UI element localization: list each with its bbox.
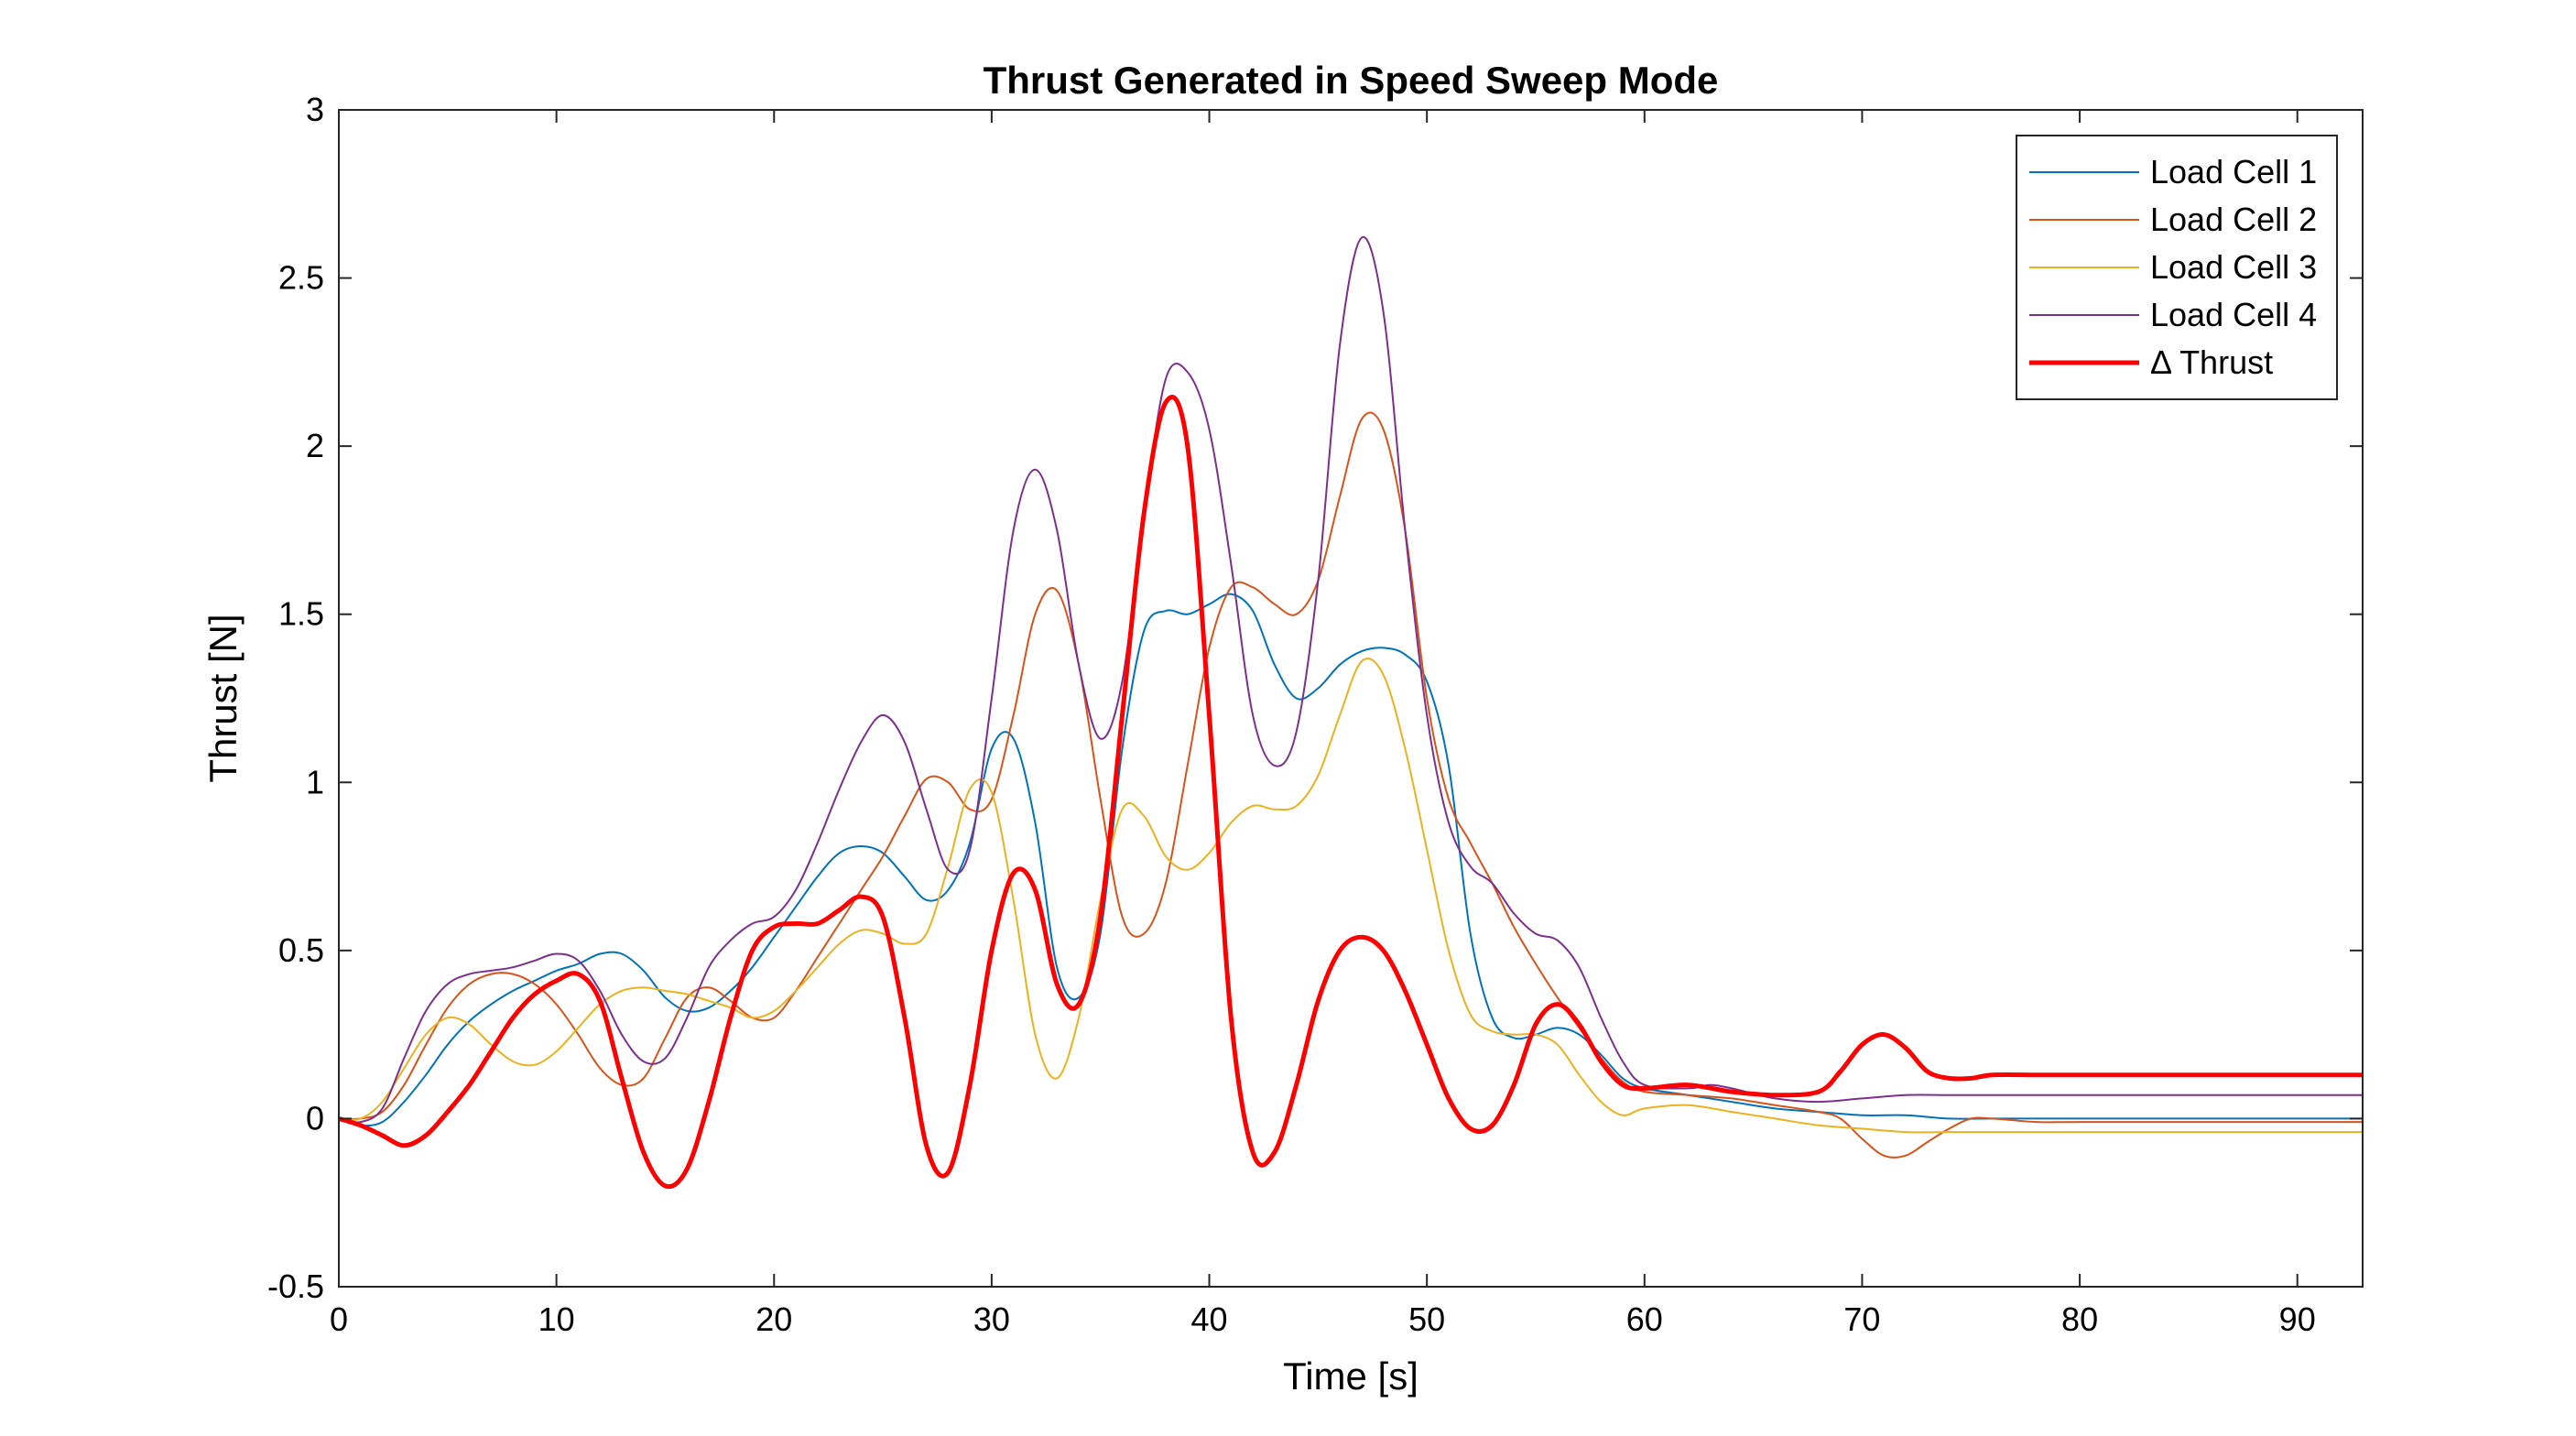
axes-layer [338, 109, 2364, 1288]
x-tick-label: 70 [1843, 1300, 1880, 1338]
y-tick-label: 3 [306, 91, 324, 128]
legend-entry-label: Load Cell 3 [2150, 248, 2317, 286]
axes-box [338, 109, 2364, 1288]
y-tick-label: 1.5 [278, 595, 324, 633]
x-axis-label: Time [s] [1283, 1354, 1418, 1398]
y-tick-label: -0.5 [267, 1267, 324, 1305]
x-tick-label: 10 [538, 1300, 575, 1338]
legend-entry-label: Load Cell 1 [2150, 153, 2317, 190]
series-line-load-cell-4 [339, 235, 2363, 1124]
legend: Load Cell 1 Load Cell 2 Load Cell 3 Load Ce… [2016, 135, 2338, 400]
y-tick-label: 0.5 [278, 931, 324, 969]
y-tick-label: 1 [306, 763, 324, 800]
series-line-load-cell-2 [339, 411, 2363, 1159]
y-tick-label: 0 [306, 1099, 324, 1137]
series-line-load-cell-3 [339, 658, 2363, 1134]
x-tick-label: 30 [973, 1300, 1010, 1338]
legend-entry-label: Δ Thrust [2150, 343, 2273, 381]
x-tick-label: 90 [2279, 1300, 2316, 1338]
x-tick-label: 60 [1626, 1300, 1663, 1338]
x-tick-label: 80 [2061, 1300, 2098, 1338]
legend-entry-label: Load Cell 2 [2150, 201, 2317, 238]
y-tick-label: 2.5 [278, 259, 324, 297]
chart-title: Thrust Generated in Speed Sweep Mode [984, 59, 1719, 102]
y-axis-label: Thrust [N] [201, 614, 245, 782]
x-tick-label: 0 [330, 1300, 348, 1338]
legend-entry-label: Load Cell 4 [2150, 296, 2317, 333]
series-line-thrust [339, 395, 2363, 1190]
x-tick-label: 50 [1408, 1300, 1445, 1338]
x-tick-label: 40 [1191, 1300, 1228, 1338]
ticks-layer: 0 10 20 30 40 50 60 70 80 90-0.500.511.522.53 [267, 91, 2363, 1338]
x-tick-label: 20 [755, 1300, 792, 1338]
series-layer [339, 235, 2363, 1190]
y-tick-label: 2 [306, 427, 324, 464]
